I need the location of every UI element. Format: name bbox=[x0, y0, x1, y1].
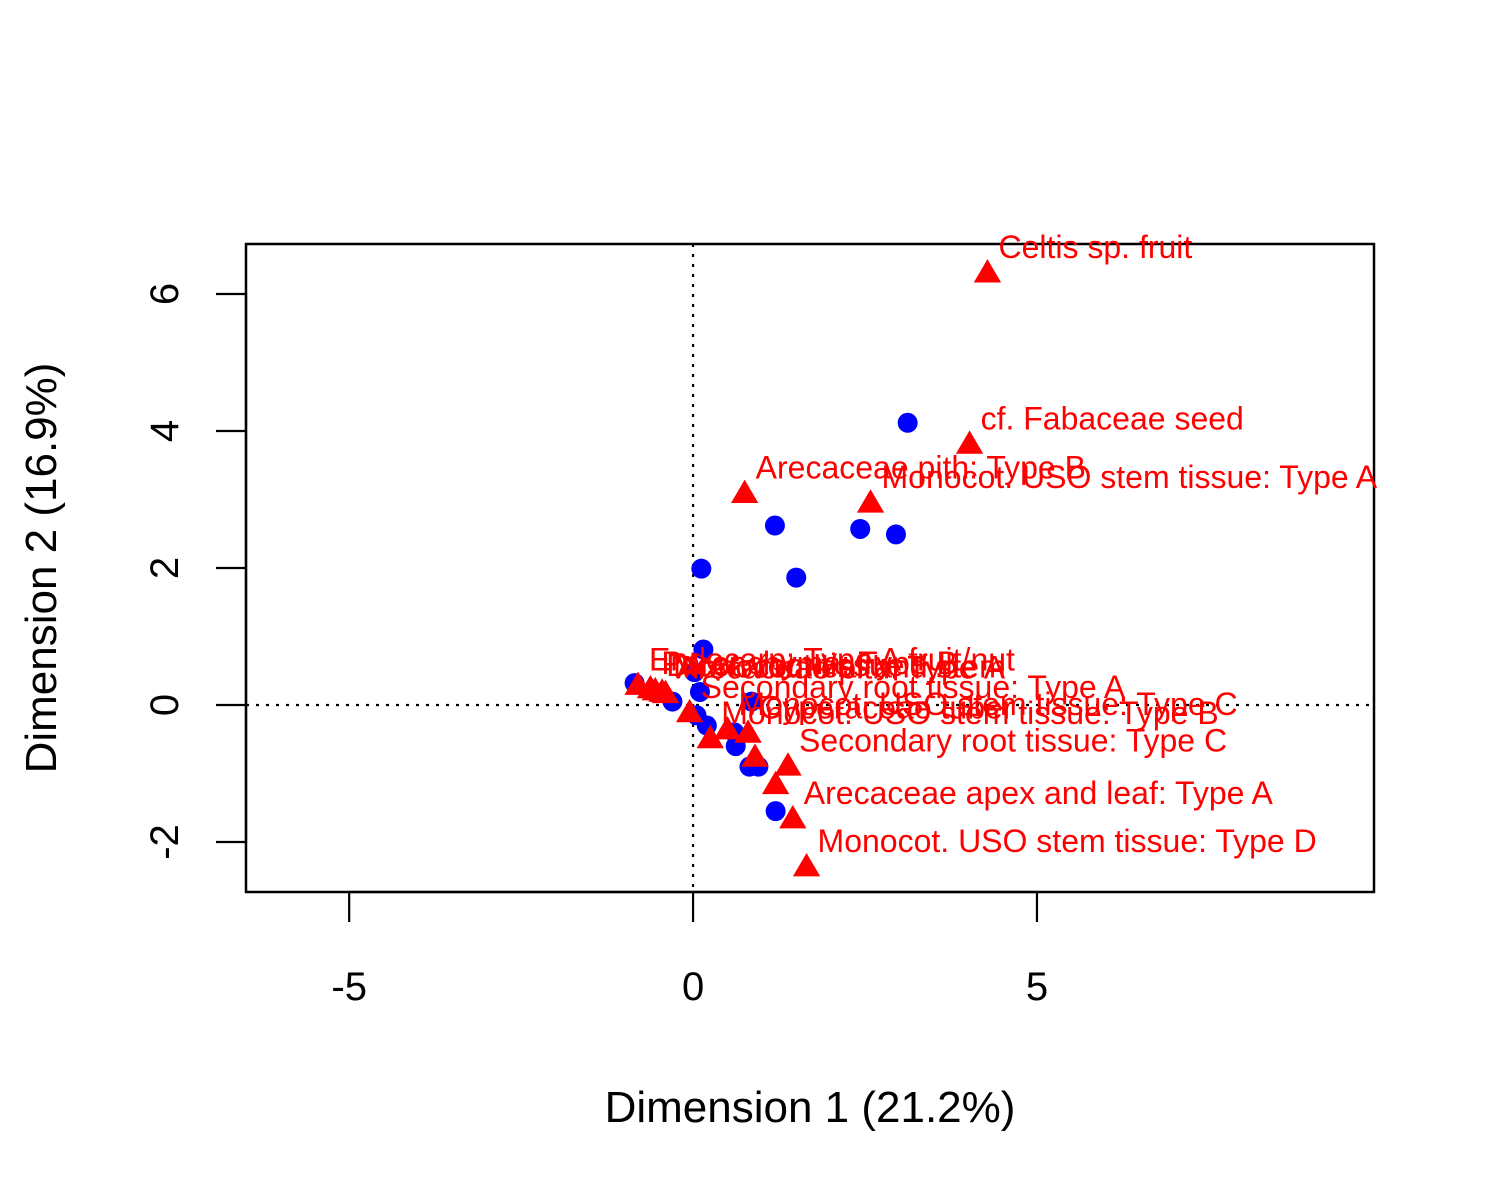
point-labels: Celtis sp. fruit cf. Fabaceae seed Arecace… bbox=[649, 229, 1378, 859]
data-point-triangle bbox=[761, 770, 790, 795]
point-label: Dicot. root tissue bbox=[666, 647, 904, 683]
data-point-triangle bbox=[651, 679, 680, 704]
data-point-circle bbox=[764, 515, 785, 536]
point-label: cf. Fabaceae seed bbox=[981, 400, 1244, 436]
data-point-triangle bbox=[792, 852, 821, 877]
x-axis: -5 0 5 bbox=[331, 890, 1048, 1009]
point-label: Arecaceae apex and leaf: Type A bbox=[804, 775, 1274, 811]
point-label: Arecaceae pith: Type B bbox=[756, 450, 1086, 486]
point-label: Secondary root tissue: Type A bbox=[701, 669, 1126, 705]
point-label: Arecaceae pith: Type A bbox=[677, 650, 1006, 686]
data-point-triangle bbox=[734, 719, 762, 743]
data-point-triangle bbox=[713, 715, 742, 740]
y-tick-label: 2 bbox=[143, 557, 187, 579]
data-point-triangle bbox=[856, 489, 885, 513]
data-point-circle bbox=[689, 681, 710, 702]
y-tick-label: 4 bbox=[143, 420, 187, 442]
reference-lines bbox=[246, 244, 1374, 892]
point-label: Monocot. USO stem tissue: Type B bbox=[721, 695, 1218, 731]
data-point-circle bbox=[765, 801, 786, 822]
circle-points bbox=[624, 412, 918, 822]
y-tick-label: -2 bbox=[143, 824, 187, 860]
point-label: Endocarp: Type A fruit/nut bbox=[649, 641, 1015, 677]
point-label: Secondary root tissue: Type C bbox=[799, 722, 1227, 758]
x-axis-title: Dimension 1 (21.2%) bbox=[605, 1083, 1016, 1132]
x-tick-label: 5 bbox=[1026, 965, 1048, 1009]
data-point-circle bbox=[786, 567, 807, 588]
x-tick-label: 0 bbox=[682, 965, 704, 1009]
point-label: Celtis sp. fruit bbox=[998, 229, 1192, 265]
data-point-triangle bbox=[696, 724, 724, 749]
data-point-triangle bbox=[774, 752, 802, 776]
point-label: Monocot. USO stem tissue: Type C bbox=[738, 686, 1237, 722]
data-point-triangle bbox=[955, 430, 984, 454]
y-tick-label: 0 bbox=[143, 694, 187, 716]
data-point-circle bbox=[741, 691, 762, 712]
data-point-circle bbox=[897, 412, 918, 433]
data-point-triangle bbox=[731, 479, 759, 504]
point-label: Cyperaceae tuber bbox=[759, 689, 1014, 725]
data-point-circle bbox=[691, 558, 712, 579]
x-tick-label: -5 bbox=[331, 965, 367, 1009]
data-point-circle bbox=[885, 524, 906, 545]
triangle-points bbox=[624, 259, 1002, 877]
y-axis-title: Dimension 2 (16.9%) bbox=[17, 363, 66, 774]
data-point-triangle bbox=[741, 743, 769, 767]
point-label: Monocot. USO stem tissue: Type D bbox=[818, 823, 1317, 859]
data-point-circle bbox=[693, 639, 714, 660]
data-point-circle bbox=[850, 518, 871, 539]
y-axis: -2 0 2 4 6 bbox=[143, 283, 248, 860]
point-label: Parenchyma: Type B bbox=[661, 645, 957, 681]
y-tick-label: 6 bbox=[143, 283, 187, 305]
data-point-triangle bbox=[779, 805, 807, 829]
data-point-circle bbox=[684, 662, 705, 683]
point-label: Monocot. USO stem tissue: Type A bbox=[882, 459, 1378, 495]
point-label: Monocot. leaf and stem bbox=[673, 648, 1006, 684]
data-point-triangle bbox=[675, 698, 704, 723]
data-point-triangle bbox=[973, 259, 1002, 283]
